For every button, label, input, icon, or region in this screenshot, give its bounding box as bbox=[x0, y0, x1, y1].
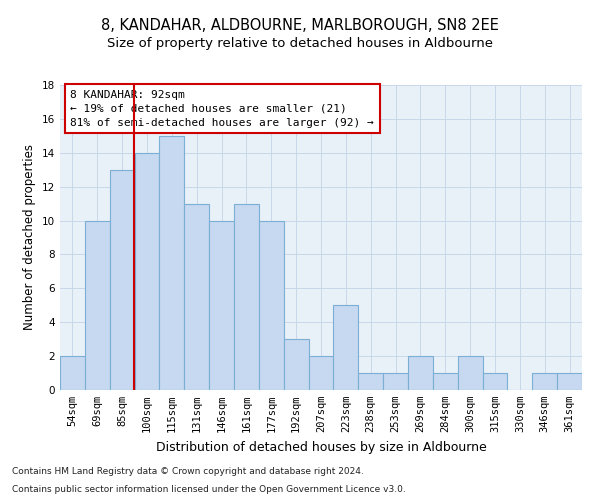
X-axis label: Distribution of detached houses by size in Aldbourne: Distribution of detached houses by size … bbox=[155, 440, 487, 454]
Bar bbox=[209, 220, 234, 390]
Text: Size of property relative to detached houses in Aldbourne: Size of property relative to detached ho… bbox=[107, 38, 493, 51]
Bar bbox=[358, 373, 383, 390]
Bar bbox=[458, 356, 482, 390]
Bar bbox=[284, 339, 308, 390]
Bar bbox=[234, 204, 259, 390]
Y-axis label: Number of detached properties: Number of detached properties bbox=[23, 144, 37, 330]
Text: Contains HM Land Registry data © Crown copyright and database right 2024.: Contains HM Land Registry data © Crown c… bbox=[12, 467, 364, 476]
Bar bbox=[110, 170, 134, 390]
Bar bbox=[408, 356, 433, 390]
Bar bbox=[433, 373, 458, 390]
Bar bbox=[60, 356, 85, 390]
Bar bbox=[482, 373, 508, 390]
Text: 8 KANDAHAR: 92sqm
← 19% of detached houses are smaller (21)
81% of semi-detached: 8 KANDAHAR: 92sqm ← 19% of detached hous… bbox=[70, 90, 374, 128]
Bar bbox=[557, 373, 582, 390]
Text: 8, KANDAHAR, ALDBOURNE, MARLBOROUGH, SN8 2EE: 8, KANDAHAR, ALDBOURNE, MARLBOROUGH, SN8… bbox=[101, 18, 499, 32]
Bar bbox=[383, 373, 408, 390]
Bar bbox=[85, 220, 110, 390]
Bar bbox=[259, 220, 284, 390]
Bar bbox=[134, 153, 160, 390]
Bar bbox=[334, 306, 358, 390]
Bar bbox=[184, 204, 209, 390]
Bar bbox=[160, 136, 184, 390]
Text: Contains public sector information licensed under the Open Government Licence v3: Contains public sector information licen… bbox=[12, 485, 406, 494]
Bar bbox=[532, 373, 557, 390]
Bar bbox=[308, 356, 334, 390]
